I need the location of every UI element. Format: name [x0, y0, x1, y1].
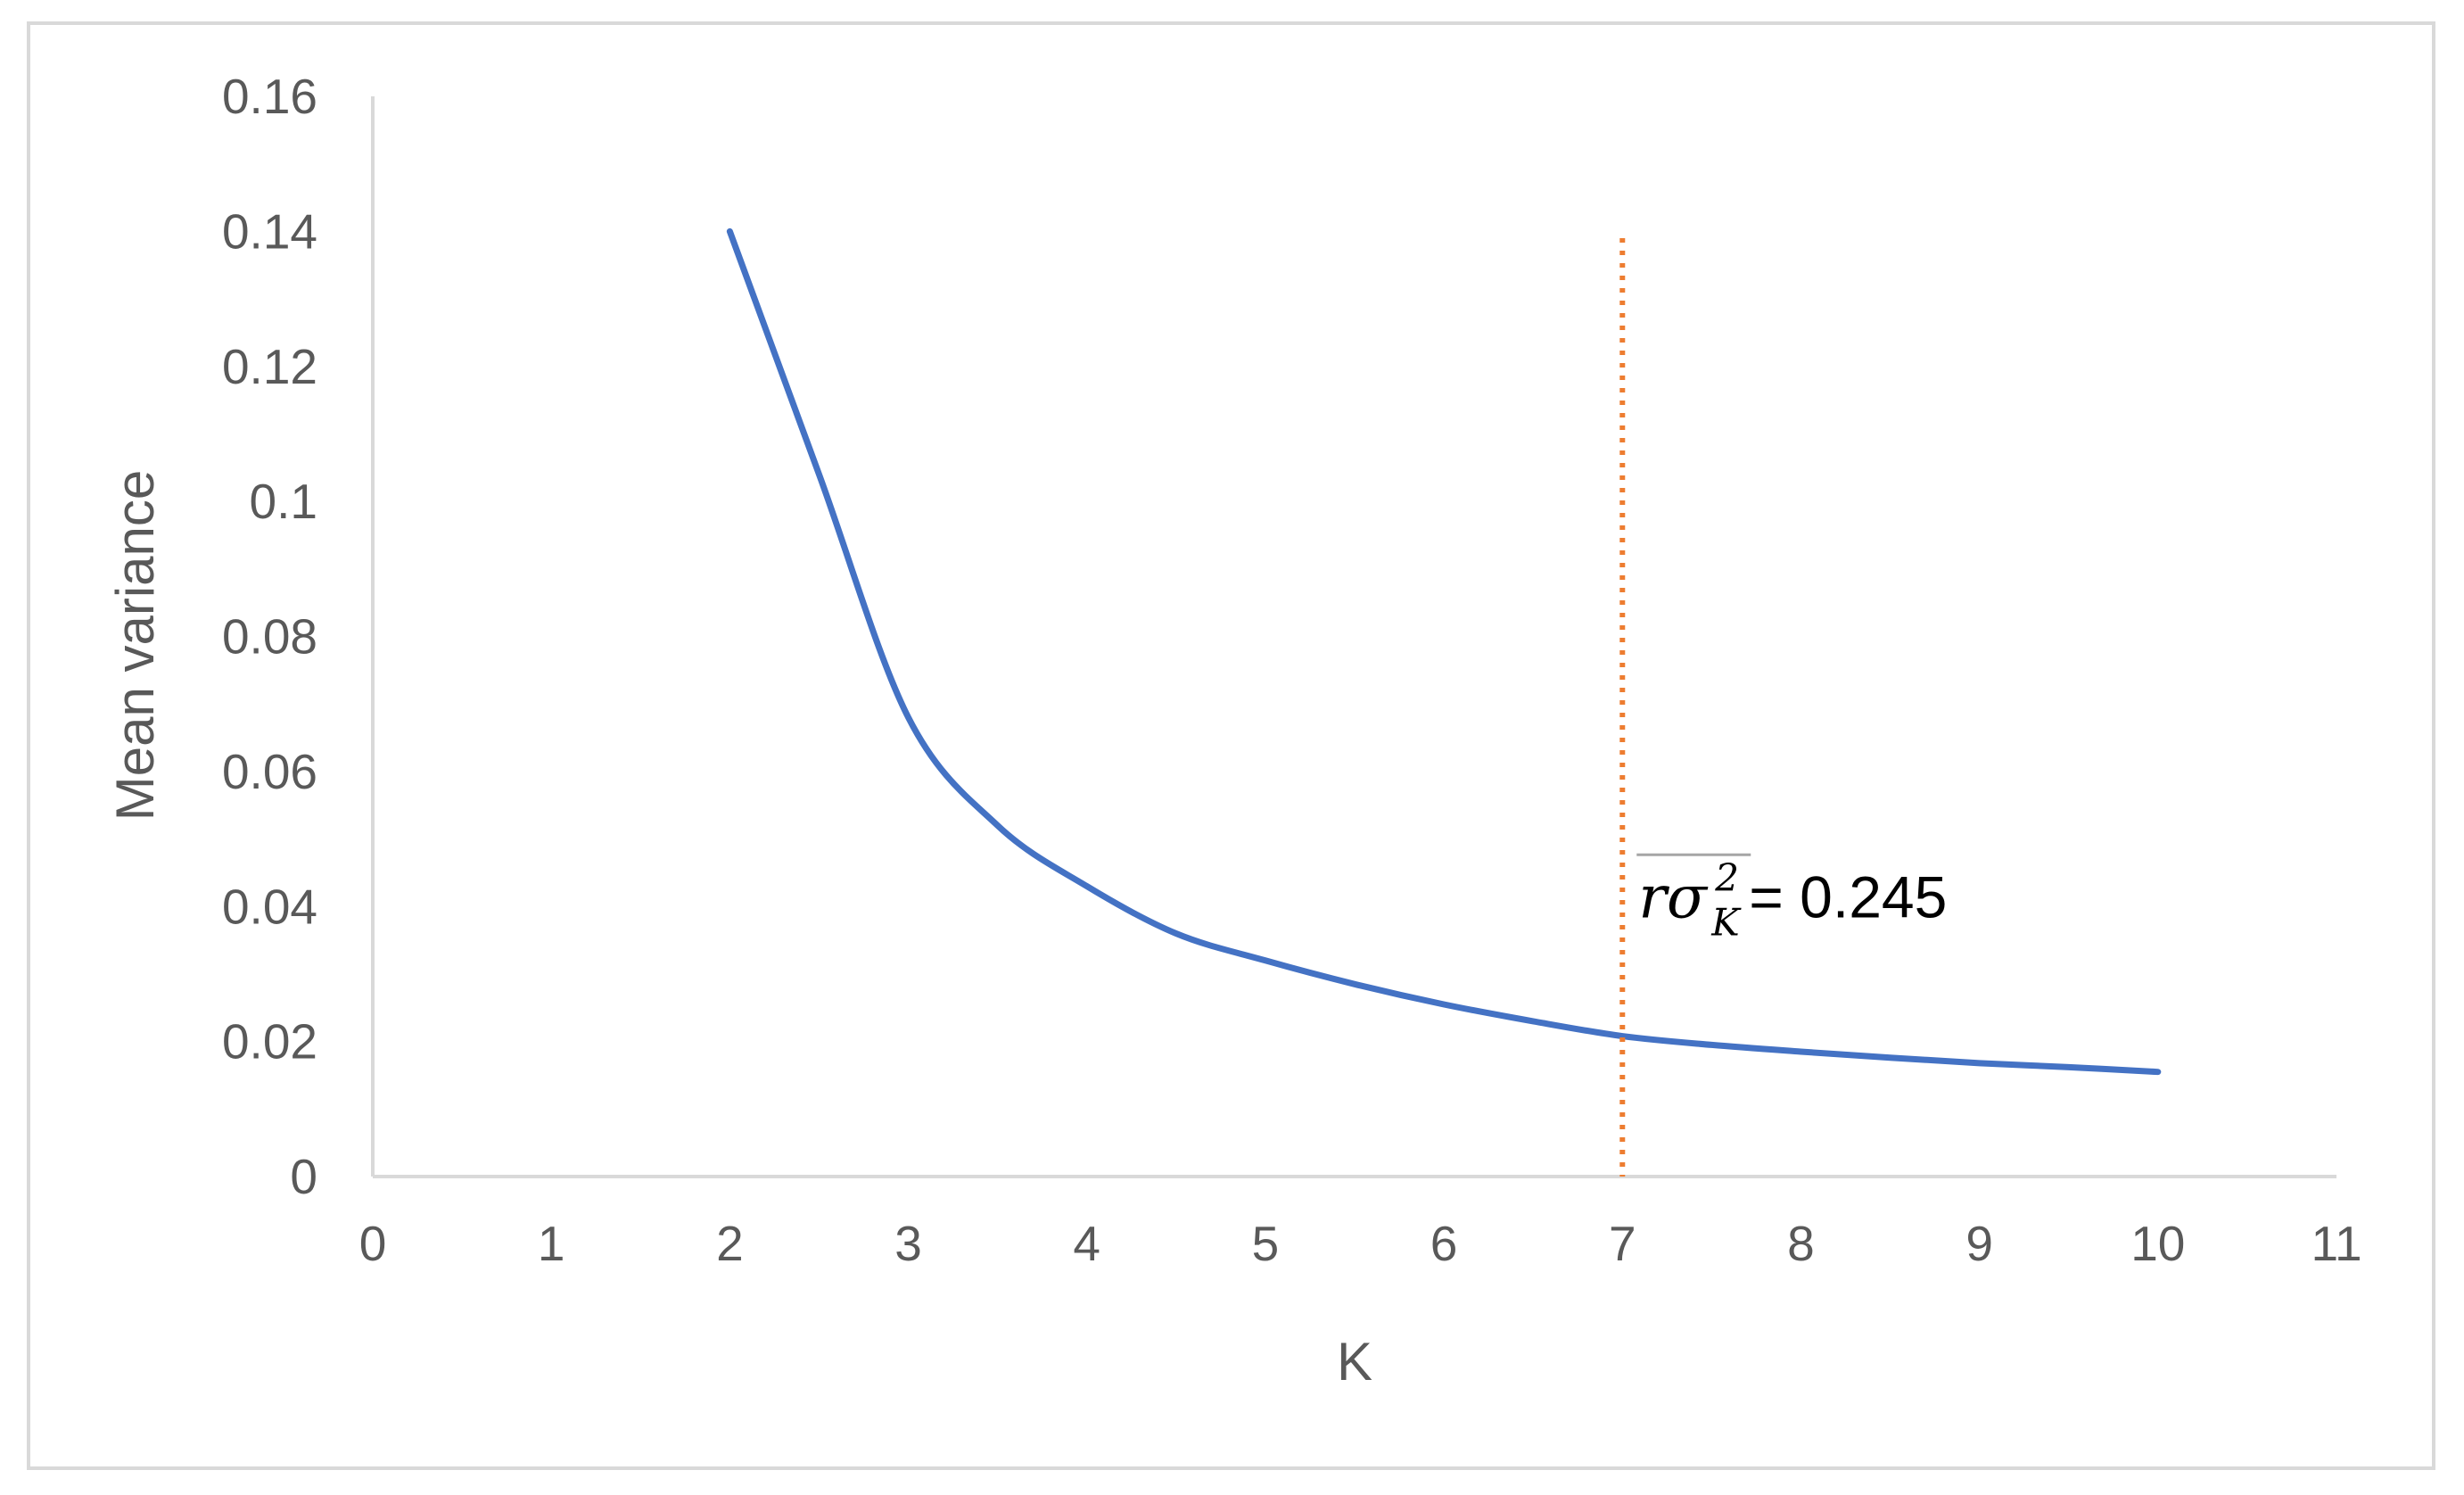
x-tick-label: 4 [1073, 1216, 1100, 1271]
annotation-group: rσ 2K = 0.245 [1636, 853, 1947, 944]
y-tick-label: 0.06 [222, 744, 317, 799]
annotation-symbol: rσ [1638, 863, 1709, 931]
x-axis-title: K [1337, 1332, 1372, 1392]
annotation-subscript: K [1710, 900, 1742, 944]
x-tick-label: 2 [716, 1216, 744, 1271]
x-tick-label: 10 [2130, 1216, 2185, 1271]
x-tick-label: 6 [1430, 1216, 1458, 1271]
x-tick-label: 8 [1787, 1216, 1815, 1271]
annotation-superscript: 2 [1714, 855, 1739, 899]
annotation-value: = 0.245 [1749, 863, 1947, 929]
x-tick-label: 5 [1252, 1216, 1280, 1271]
chart-frame [27, 21, 2435, 1470]
x-tick-label: 11 [2311, 1216, 2361, 1271]
series-group [726, 227, 2162, 1076]
y-tick-label: 0 [290, 1149, 317, 1204]
x-axis: 0 1 2 3 4 5 6 7 8 9 10 11 [359, 1175, 2362, 1271]
y-tick-label: 0.16 [222, 69, 317, 124]
y-tick-label: 0.12 [222, 339, 317, 394]
x-tick-label: 0 [359, 1216, 387, 1271]
y-tick-label: 0.04 [222, 879, 317, 934]
x-tick-label: 7 [1609, 1216, 1636, 1271]
y-tick-label: 0.14 [222, 203, 317, 259]
x-tick-label: 3 [894, 1216, 922, 1271]
x-tick-label: 1 [538, 1216, 565, 1271]
y-tick-label: 0.08 [222, 609, 317, 665]
series-line [726, 227, 2162, 1076]
y-tick-label: 0.1 [250, 474, 317, 529]
y-axis: 0 0.02 0.04 0.06 0.08 0.1 0.12 0.14 0.16 [222, 69, 375, 1204]
y-tick-label: 0.02 [222, 1014, 317, 1070]
x-tick-label: 9 [1965, 1216, 1993, 1271]
y-axis-title: Mean variance [105, 470, 165, 822]
